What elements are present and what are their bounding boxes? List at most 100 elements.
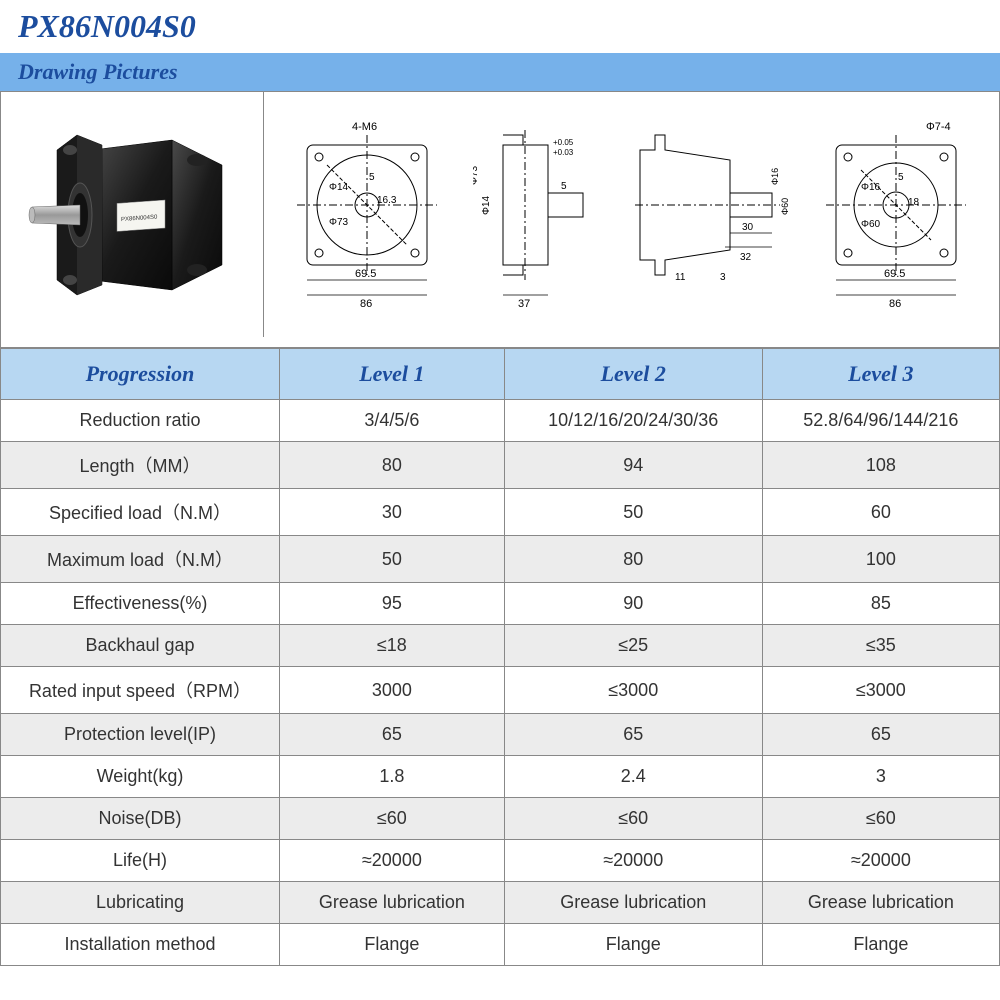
- table-row: Installation methodFlangeFlangeFlange: [1, 924, 1000, 966]
- table-cell: 3: [762, 756, 999, 798]
- table-cell: 90: [504, 583, 762, 625]
- table-row: Lubricating Grease lubricationGrease lubr…: [1, 882, 1000, 924]
- table-row: Life(H)≈20000≈20000≈20000: [1, 840, 1000, 882]
- svg-text:+0.05: +0.05: [553, 138, 574, 147]
- table-cell: ≤18: [280, 625, 505, 667]
- svg-text:Φ73: Φ73: [473, 165, 480, 185]
- svg-text:4-M6: 4-M6: [352, 121, 377, 133]
- table-header-row: Progression Level 1 Level 2 Level 3: [1, 349, 1000, 400]
- table-cell: Weight(kg): [1, 756, 280, 798]
- table-cell: Reduction ratio: [1, 400, 280, 442]
- table-cell: ≈20000: [280, 840, 505, 882]
- svg-text:5: 5: [369, 172, 375, 183]
- table-cell: 80: [280, 442, 505, 489]
- table-row: Length（MM）8094108: [1, 442, 1000, 489]
- table-cell: 52.8/64/96/144/216: [762, 400, 999, 442]
- table-cell: 108: [762, 442, 999, 489]
- header-level2: Level 2: [504, 349, 762, 400]
- table-cell: 60: [762, 489, 999, 536]
- table-row: Specified load（N.M）305060: [1, 489, 1000, 536]
- table-cell: 95: [280, 583, 505, 625]
- svg-text:Φ7-4: Φ7-4: [926, 121, 951, 133]
- table-cell: ≤60: [280, 798, 505, 840]
- table-cell: 65: [280, 714, 505, 756]
- table-cell: Life(H): [1, 840, 280, 882]
- drawing-area: PX86N004S0 4-M6 Φ14: [0, 91, 1000, 348]
- table-cell: 80: [504, 536, 762, 583]
- product-photo: PX86N004S0: [1, 92, 264, 337]
- svg-text:69.5: 69.5: [355, 268, 376, 280]
- header-progression: Progression: [1, 349, 280, 400]
- table-cell: Backhaul gap: [1, 625, 280, 667]
- table-cell: Lubricating: [1, 882, 280, 924]
- svg-text:Φ14: Φ14: [329, 182, 349, 193]
- table-cell: ≤3000: [504, 667, 762, 714]
- table-cell: 3/4/5/6: [280, 400, 505, 442]
- svg-text:32: 32: [740, 252, 752, 263]
- table-cell: Specified load（N.M）: [1, 489, 280, 536]
- table-cell: Flange: [762, 924, 999, 966]
- table-cell: Protection level(IP): [1, 714, 280, 756]
- header-level1: Level 1: [280, 349, 505, 400]
- svg-text:18: 18: [908, 197, 920, 208]
- table-row: Effectiveness(%)959085: [1, 583, 1000, 625]
- svg-text:5: 5: [898, 172, 904, 183]
- drawing-view-1: 4-M6 Φ14 Φ73 5 16.3 69.5 86: [277, 105, 457, 335]
- table-cell: 50: [504, 489, 762, 536]
- technical-drawings: 4-M6 Φ14 Φ73 5 16.3 69.5 86: [264, 92, 999, 347]
- table-cell: ≤25: [504, 625, 762, 667]
- product-render-icon: PX86N004S0: [22, 115, 242, 315]
- table-cell: ≈20000: [504, 840, 762, 882]
- table-cell: ≈20000: [762, 840, 999, 882]
- table-row: Noise(DB)≤60≤60≤60: [1, 798, 1000, 840]
- table-cell: 2.4: [504, 756, 762, 798]
- table-cell: 85: [762, 583, 999, 625]
- svg-text:69.5: 69.5: [884, 268, 905, 280]
- table-cell: 100: [762, 536, 999, 583]
- table-row: Protection level(IP)656565: [1, 714, 1000, 756]
- table-cell: Grease lubrication: [762, 882, 999, 924]
- svg-text:Φ73: Φ73: [329, 217, 349, 228]
- svg-text:16.3: 16.3: [377, 195, 397, 206]
- table-row: Rated input speed（RPM）3000≤3000≤3000: [1, 667, 1000, 714]
- table-cell: Noise(DB): [1, 798, 280, 840]
- table-cell: Installation method: [1, 924, 280, 966]
- svg-text:Φ14: Φ14: [481, 195, 492, 215]
- table-cell: ≤60: [762, 798, 999, 840]
- drawing-view-4: Φ7-4 Φ16 Φ60 5 18 69.5 86: [806, 105, 986, 335]
- svg-text:86: 86: [889, 298, 901, 310]
- svg-text:37: 37: [518, 298, 530, 310]
- table-cell: Rated input speed（RPM）: [1, 667, 280, 714]
- svg-text:Φ60: Φ60: [780, 197, 790, 214]
- table-cell: Grease lubrication: [504, 882, 762, 924]
- svg-text:Φ60: Φ60: [861, 219, 881, 230]
- svg-text:86: 86: [360, 298, 372, 310]
- table-cell: Length（MM）: [1, 442, 280, 489]
- table-cell: ≤35: [762, 625, 999, 667]
- table-cell: 65: [504, 714, 762, 756]
- table-cell: 65: [762, 714, 999, 756]
- header-level3: Level 3: [762, 349, 999, 400]
- table-row: Maximum load（N.M）5080100: [1, 536, 1000, 583]
- drawing-view-2: Φ73 Φ14 +0.05 +0.03 5 37: [473, 105, 603, 335]
- spec-table: Progression Level 1 Level 2 Level 3 Redu…: [0, 348, 1000, 966]
- table-cell: Flange: [504, 924, 762, 966]
- drawing-view-3: Φ16 Φ60 30 32 3 11: [620, 105, 790, 335]
- table-cell: 50: [280, 536, 505, 583]
- svg-text:11: 11: [675, 272, 686, 283]
- table-cell: Maximum load（N.M）: [1, 536, 280, 583]
- table-cell: 3000: [280, 667, 505, 714]
- svg-text:Φ16: Φ16: [770, 167, 780, 184]
- table-row: Weight(kg)1.82.43: [1, 756, 1000, 798]
- svg-text:+0.03: +0.03: [553, 148, 574, 157]
- table-cell: ≤3000: [762, 667, 999, 714]
- table-cell: 1.8: [280, 756, 505, 798]
- table-row: Reduction ratio3/4/5/610/12/16/20/24/30/…: [1, 400, 1000, 442]
- table-cell: Flange: [280, 924, 505, 966]
- table-row: Backhaul gap≤18≤25≤35: [1, 625, 1000, 667]
- svg-text:5: 5: [561, 181, 567, 192]
- svg-text:30: 30: [742, 222, 754, 233]
- product-title: PX86N004S0: [0, 0, 1000, 53]
- table-cell: ≤60: [504, 798, 762, 840]
- section-subtitle: Drawing Pictures: [0, 53, 1000, 91]
